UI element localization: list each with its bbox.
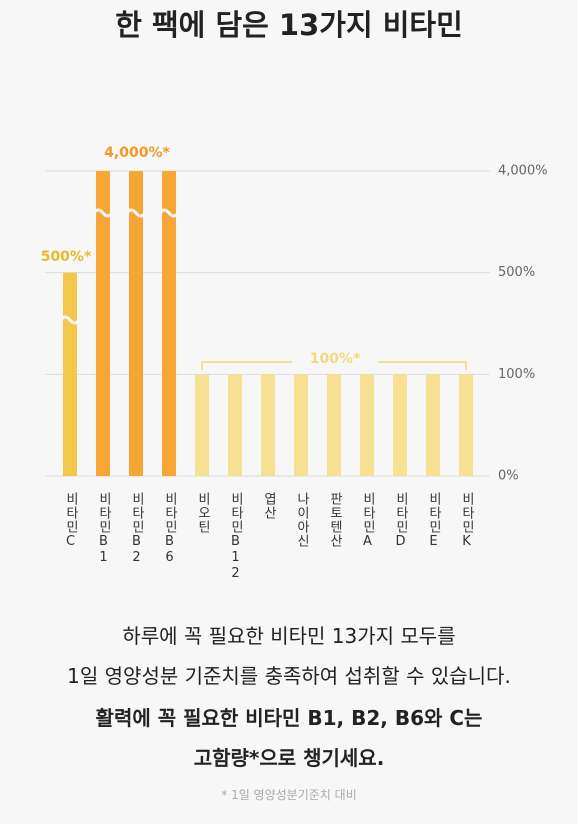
bar — [459, 374, 473, 476]
x-tick-label: 비타민A — [360, 492, 375, 550]
x-tick-label: 비타민K — [459, 492, 474, 550]
bar — [195, 374, 209, 476]
x-tick-label: 비타민B2 — [129, 492, 144, 566]
y-tick-label: 0% — [498, 469, 519, 484]
y-tick-label: 4,000% — [498, 164, 548, 179]
bar — [96, 171, 110, 476]
highlight: 활력에 꼭 필요한 비타민 B1, B2, B6와 C는 — [95, 706, 483, 730]
bar — [261, 374, 275, 476]
axis-break — [158, 208, 180, 218]
bar — [129, 171, 143, 476]
x-tick-label: 비타민B12 — [228, 492, 243, 582]
annotation: 4,000%* — [104, 145, 170, 161]
annotation: 500%* — [41, 249, 92, 265]
x-tick-label: 비타민C — [63, 492, 78, 550]
x-tick-label: 나이아신 — [294, 492, 309, 548]
bar — [426, 374, 440, 476]
axis-break — [92, 208, 114, 218]
bar — [162, 171, 176, 476]
title: 한 팩에 담은 13가지 비타민 — [115, 8, 463, 42]
annotation: 100%* — [310, 351, 361, 367]
x-tick-label: 비타민B1 — [96, 492, 111, 566]
bar — [360, 374, 374, 476]
description: 1일 영양성분 기준치를 충족하여 섭취할 수 있습니다. — [67, 664, 511, 688]
x-tick-label: 판토텐산 — [327, 492, 342, 548]
x-tick-label: 비타민D — [393, 492, 408, 550]
bar — [327, 374, 341, 476]
x-tick-label: 엽산 — [261, 492, 276, 520]
x-tick-label: 비타민E — [426, 492, 441, 550]
bar — [228, 374, 242, 476]
description: 하루에 꼭 필요한 비타민 13가지 모두를 — [122, 624, 456, 648]
bar — [63, 272, 77, 476]
axis-break — [59, 315, 81, 325]
footnote: * 1일 영양성분기준치 대비 — [221, 788, 357, 802]
axis-break — [125, 208, 147, 218]
bar — [294, 374, 308, 476]
bracket — [201, 361, 467, 370]
x-tick-label: 비오틴 — [195, 492, 210, 534]
chart: 0% 100% 500% 4,000% 500%* 4,000%* 100%* — [41, 145, 548, 484]
x-tick-label: 비타민B6 — [162, 492, 177, 566]
bar — [393, 374, 407, 476]
highlight: 고함량*으로 챙기세요. — [193, 746, 385, 770]
y-tick-label: 100% — [498, 367, 535, 382]
y-tick-label: 500% — [498, 265, 535, 280]
